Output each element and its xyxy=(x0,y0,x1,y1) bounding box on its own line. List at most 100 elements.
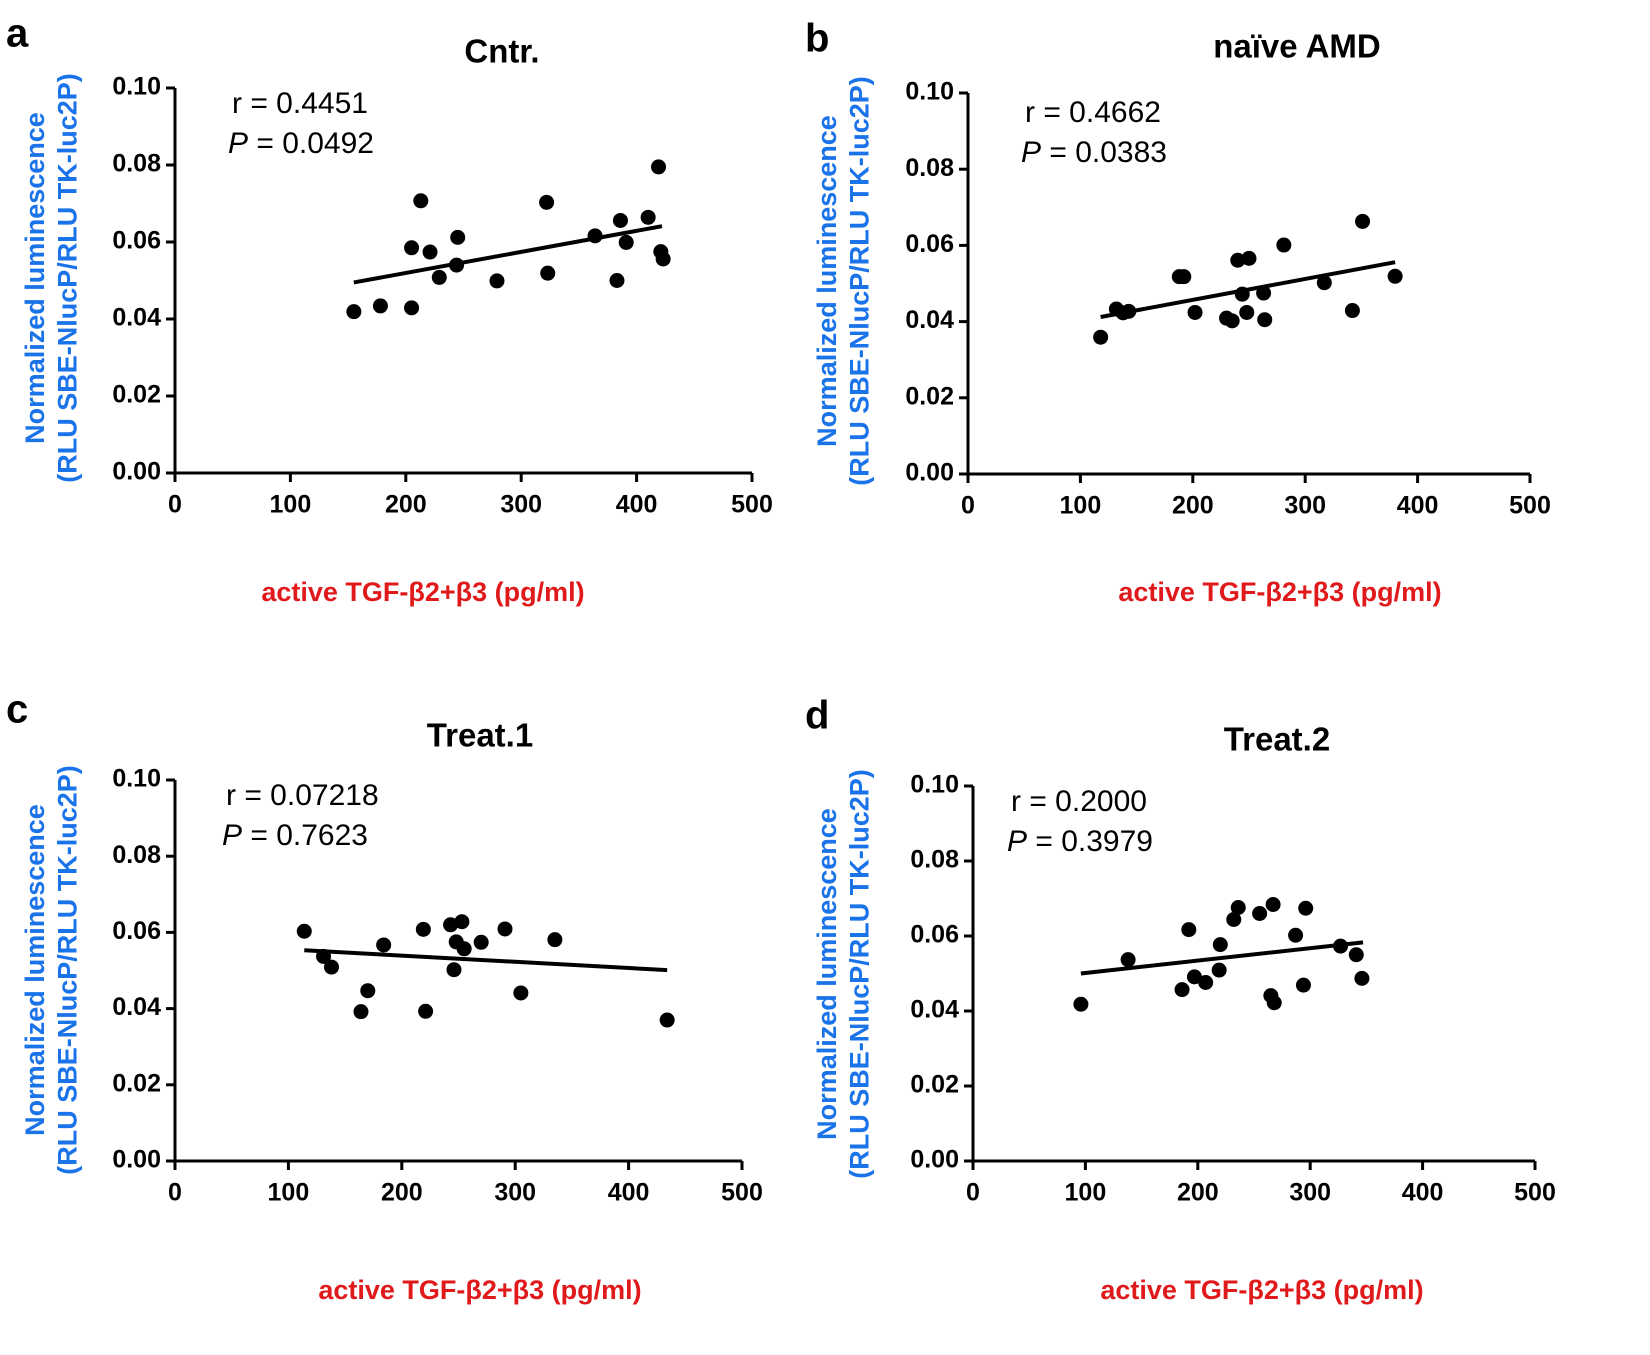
data-point xyxy=(655,251,671,267)
x-axis-label: active TGF-β2+β3 (pg/ml) xyxy=(1100,1275,1423,1305)
data-point xyxy=(1316,275,1332,291)
y-tick-label: 0.06 xyxy=(112,227,161,255)
data-point xyxy=(618,234,634,250)
data-point xyxy=(1181,922,1197,938)
chart-title: Treat.1 xyxy=(427,717,533,754)
data-point xyxy=(346,304,362,320)
data-point xyxy=(1226,912,1242,927)
data-point xyxy=(454,914,470,930)
y-tick-label: 0.08 xyxy=(112,150,161,178)
data-point xyxy=(1224,313,1240,329)
data-point xyxy=(431,269,447,285)
y-tick-label: 0.02 xyxy=(112,1069,161,1097)
data-point xyxy=(404,240,420,256)
regression-line xyxy=(304,948,668,973)
x-tick-label: 400 xyxy=(616,491,658,519)
data-point xyxy=(540,265,556,281)
y-axis-label: Normalized luminescence(RLU SBE-NlucP/RL… xyxy=(812,76,874,486)
stat-p: P = 0.0383 xyxy=(1021,136,1167,169)
data-point xyxy=(1288,927,1304,943)
y-tick-label: 0.08 xyxy=(910,846,959,874)
y-tick-label: 0.04 xyxy=(112,304,161,332)
data-point xyxy=(443,917,459,933)
y-tick-label: 0.00 xyxy=(905,459,954,487)
data-point xyxy=(323,959,339,975)
x-tick-label: 300 xyxy=(1289,1179,1331,1207)
x-tick-label: 300 xyxy=(1284,492,1326,520)
x-tick-label: 400 xyxy=(608,1179,650,1207)
x-tick-label: 200 xyxy=(1177,1179,1219,1207)
x-tick-label: 100 xyxy=(1060,492,1102,520)
data-point xyxy=(1355,213,1371,229)
data-point xyxy=(316,948,332,964)
x-tick-label: 300 xyxy=(500,491,542,519)
data-point xyxy=(489,273,505,289)
data-point xyxy=(547,932,563,948)
y-tick-label: 0.00 xyxy=(112,1146,161,1174)
data-point xyxy=(449,257,465,273)
data-point xyxy=(1333,938,1349,954)
data-point xyxy=(1266,995,1282,1011)
y-tick-label: 0.00 xyxy=(910,1146,959,1174)
x-tick-label: 100 xyxy=(268,1179,310,1207)
data-point xyxy=(1344,303,1360,319)
y-axis-label: Normalized luminescence(RLU SBE-NlucP/RL… xyxy=(20,765,82,1175)
data-point xyxy=(376,937,392,953)
y-tick-label: 0.10 xyxy=(112,765,161,793)
panel-d: d Treat.2 0.00 0.02 0.04 0.06 0.08 0.10 0 100 200 3… xyxy=(805,694,1556,1306)
data-point xyxy=(1212,937,1228,953)
data-point xyxy=(1256,285,1272,301)
x-tick-label: 200 xyxy=(385,491,427,519)
x-tick-label: 0 xyxy=(961,492,975,520)
data-point xyxy=(296,923,312,939)
y-tick-label: 0.02 xyxy=(910,1071,959,1099)
x-tick-label: 200 xyxy=(1172,492,1214,520)
x-axis-label: active TGF-β2+β3 (pg/ml) xyxy=(1118,577,1441,607)
y-axis-label: Normalized luminescence(RLU SBE-NlucP/RL… xyxy=(20,73,82,483)
data-point xyxy=(1120,952,1136,968)
x-tick-label: 100 xyxy=(270,491,312,519)
y-tick-label: 0.04 xyxy=(905,306,954,334)
data-point xyxy=(1252,906,1268,921)
stat-p: P = 0.3979 xyxy=(1007,825,1153,858)
y-tick-label: 0.02 xyxy=(905,382,954,410)
data-point xyxy=(404,300,420,316)
stat-r: r = 0.2000 xyxy=(1011,785,1147,818)
x-axis-label: active TGF-β2+β3 (pg/ml) xyxy=(261,577,584,607)
data-point xyxy=(1387,268,1403,284)
data-point xyxy=(456,941,472,957)
data-point xyxy=(1295,977,1311,993)
y-tick-label: 0.06 xyxy=(905,230,954,258)
data-point xyxy=(413,193,429,209)
data-point xyxy=(1241,250,1257,266)
data-point xyxy=(446,962,462,978)
data-point xyxy=(497,921,513,937)
data-point xyxy=(418,1003,434,1019)
y-tick-label: 0.10 xyxy=(905,78,954,106)
data-point xyxy=(1234,286,1250,302)
x-tick-label: 0 xyxy=(168,1179,182,1207)
x-tick-label: 0 xyxy=(168,491,182,519)
stat-r: r = 0.4662 xyxy=(1025,96,1161,129)
data-point xyxy=(1174,982,1190,998)
data-point xyxy=(539,194,555,210)
data-point xyxy=(587,228,603,244)
regression-line xyxy=(1080,940,1364,976)
data-point xyxy=(1187,304,1203,320)
panel-b: b naïve AMD 0.00 0.02 0.04 0.06 0.08 0.10 0 100 20… xyxy=(805,17,1551,608)
data-point xyxy=(1073,996,1089,1012)
y-tick-label: 0.06 xyxy=(910,921,959,949)
data-point xyxy=(1211,962,1227,978)
y-tick-label: 0.10 xyxy=(112,73,161,101)
data-point xyxy=(640,209,656,225)
y-tick-label: 0.08 xyxy=(112,841,161,869)
data-point xyxy=(1176,269,1192,285)
data-point xyxy=(609,273,625,288)
panel-letter: c xyxy=(6,688,28,732)
y-axis-label: Normalized luminescence(RLU SBE-NlucP/RL… xyxy=(812,769,874,1179)
y-tick-label: 0.10 xyxy=(910,771,959,799)
data-point xyxy=(1276,237,1292,253)
x-tick-label: 400 xyxy=(1402,1179,1444,1207)
x-tick-label: 400 xyxy=(1397,492,1439,520)
